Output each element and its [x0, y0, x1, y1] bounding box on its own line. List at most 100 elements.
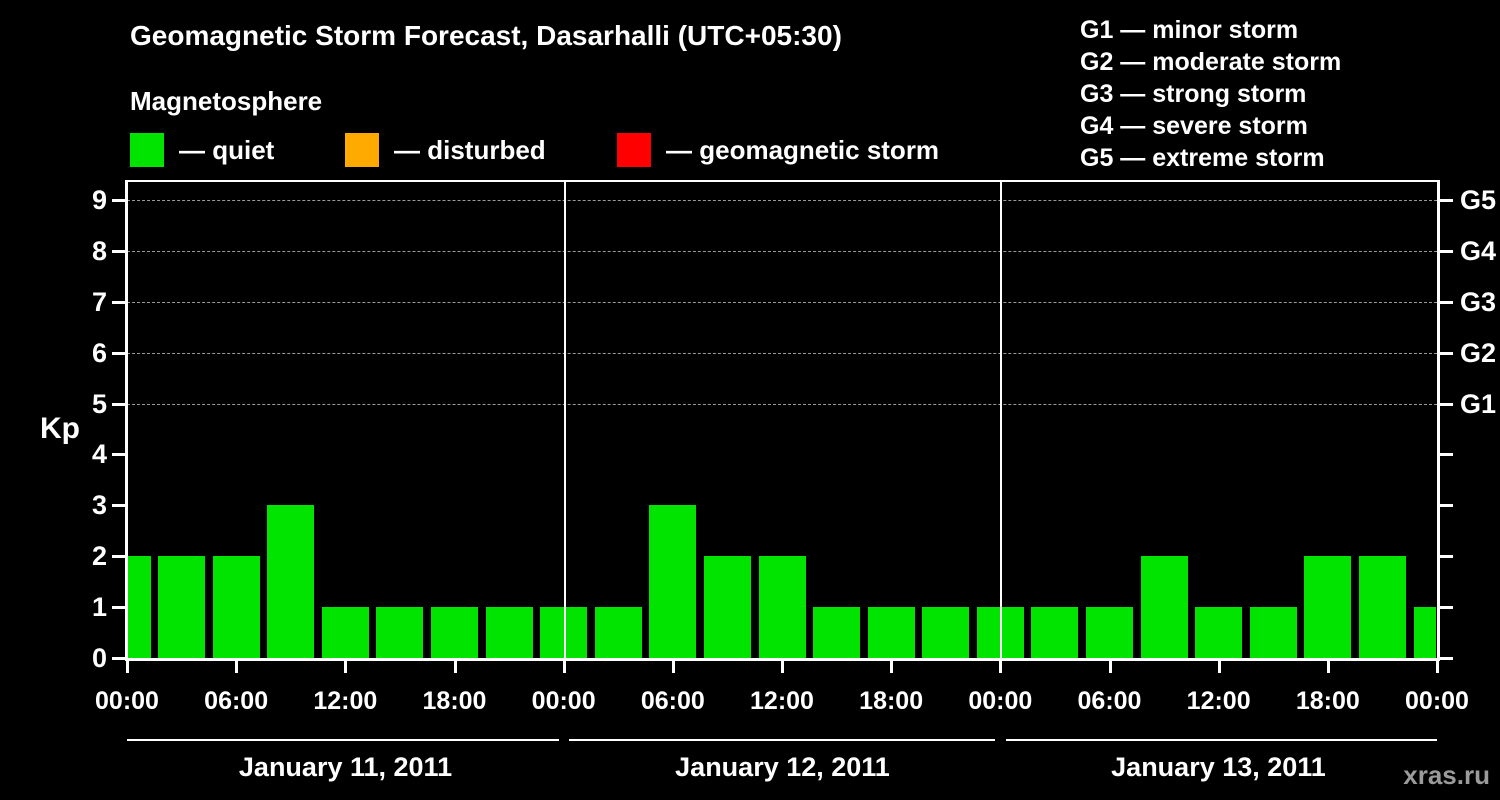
x-tick-label: 06:00: [204, 687, 269, 715]
right-y-tick: [1440, 453, 1453, 457]
y-tick-label: 3: [91, 490, 107, 521]
gridline-kp5: [127, 403, 1437, 405]
g-level-label: G2: [1460, 337, 1497, 368]
y-tick: [112, 199, 125, 202]
y-tick: [112, 351, 125, 355]
quiet-color-swatch: [130, 133, 164, 167]
g-legend-item-g2: G2 — moderate storm: [1080, 48, 1342, 76]
y-tick: [112, 300, 125, 304]
x-tick-label: 12:00: [750, 687, 814, 715]
x-tick-label: 00:00: [968, 687, 1033, 715]
plot-border-bottom: [125, 658, 1440, 661]
kp-bar: [485, 607, 533, 658]
y-tick-label: 4: [91, 439, 107, 470]
kp-bar: [1413, 607, 1436, 658]
x-tick-label: 18:00: [422, 687, 487, 715]
y-tick-label: 5: [91, 388, 107, 419]
x-tick: [890, 661, 894, 673]
y-tick-label: 1: [91, 592, 107, 623]
right-y-tick: [1440, 657, 1453, 660]
kp-bar: [158, 556, 206, 658]
date-label-day3: January 13, 2011: [1111, 752, 1326, 782]
right-y-tick: [1440, 606, 1453, 610]
magnetosphere-label: Magnetosphere: [130, 86, 323, 116]
y-tick-label: 9: [91, 185, 107, 215]
legend-label-storm: — geomagnetic storm: [666, 134, 940, 165]
g-scale-legend: G1 — minor storm G2 — moderate storm G3 …: [1080, 14, 1341, 174]
day-bracket-2: [569, 739, 995, 741]
y-tick: [112, 453, 125, 457]
y-tick-label: 6: [91, 337, 107, 368]
y-tick: [112, 504, 125, 508]
day-bracket-3: [1006, 739, 1437, 741]
x-tick: [671, 661, 675, 673]
kp-bar: [1140, 556, 1188, 658]
y-tick: [112, 555, 125, 559]
y-axis-line: [125, 180, 128, 659]
x-tick-label: 00:00: [1405, 687, 1469, 715]
kp-bar: [321, 607, 369, 658]
y-tick: [112, 606, 125, 610]
y-axis-title: Kp: [40, 412, 80, 445]
x-tick-label: 00:00: [95, 687, 159, 715]
gridline-kp9: [127, 200, 1437, 201]
right-y-tick: [1440, 504, 1453, 508]
x-tick-label: 18:00: [859, 687, 924, 715]
x-tick: [344, 661, 348, 673]
x-tick-label: 06:00: [640, 687, 705, 715]
x-tick-label: 12:00: [313, 687, 378, 715]
y-tick: [112, 402, 125, 406]
kp-bar: [1358, 556, 1406, 658]
gridline-kp6: [127, 352, 1437, 354]
g-level-label: G3: [1460, 286, 1497, 317]
kp-bar: [431, 607, 478, 658]
kp-bar: [212, 556, 260, 658]
kp-bar: [1304, 556, 1352, 658]
legend-label-quiet: — quiet: [179, 134, 275, 165]
y-tick-label: 8: [91, 235, 107, 266]
right-y-tick: [1440, 402, 1453, 406]
kp-bar: [922, 607, 970, 658]
y-tick-label: 2: [91, 541, 107, 572]
kp-bar: [649, 505, 697, 658]
x-tick: [999, 661, 1003, 673]
day-separator: [1000, 180, 1003, 658]
plot-area: 0 1 2 3 4 5 6 7 8 9 G1 G2 G3 G4 G5 00:00 06:00 12:00 18:00…: [92, 180, 1496, 715]
kp-bar: [703, 556, 751, 658]
x-tick: [235, 661, 239, 673]
kp-bar: [1086, 607, 1133, 658]
x-tick: [1108, 661, 1112, 673]
kp-bar: [1249, 607, 1297, 658]
y-tick-label: 0: [91, 643, 107, 673]
disturbed-color-swatch: [345, 133, 379, 167]
x-tick: [1436, 661, 1439, 673]
right-y-tick: [1440, 300, 1453, 304]
x-tick-label: 00:00: [531, 687, 596, 715]
g-legend-item-g3: G3 — strong storm: [1080, 80, 1307, 108]
y-tick: [112, 249, 125, 253]
xras-watermark: xras.ru: [1403, 760, 1490, 790]
kp-bar: [594, 607, 642, 658]
legend-item-disturbed: — disturbed: [345, 133, 546, 167]
x-tick: [453, 661, 457, 673]
y-tick-label: 7: [91, 286, 107, 317]
x-tick-label: 12:00: [1186, 687, 1251, 715]
right-y-tick: [1440, 199, 1453, 202]
x-tick-label: 18:00: [1295, 687, 1360, 715]
gridline-kp8: [127, 250, 1437, 252]
right-axis-line: [1437, 180, 1440, 659]
g-legend-item-g5: G5 — extreme storm: [1080, 144, 1325, 172]
legend-item-quiet: — quiet: [130, 133, 274, 167]
g-level-label: G5: [1460, 185, 1497, 215]
g-level-label: G4: [1460, 235, 1497, 266]
gridline-kp7: [127, 301, 1437, 303]
chart-title: Geomagnetic Storm Forecast, Dasarhalli (…: [130, 20, 842, 51]
kp-bar: [867, 607, 915, 658]
right-y-tick: [1440, 555, 1453, 559]
y-tick: [112, 657, 125, 660]
g-legend-item-g4: G4 — severe storm: [1080, 112, 1308, 140]
g-level-label: G1: [1460, 388, 1497, 419]
plot-border-top: [125, 180, 1440, 182]
right-y-tick: [1440, 249, 1453, 253]
